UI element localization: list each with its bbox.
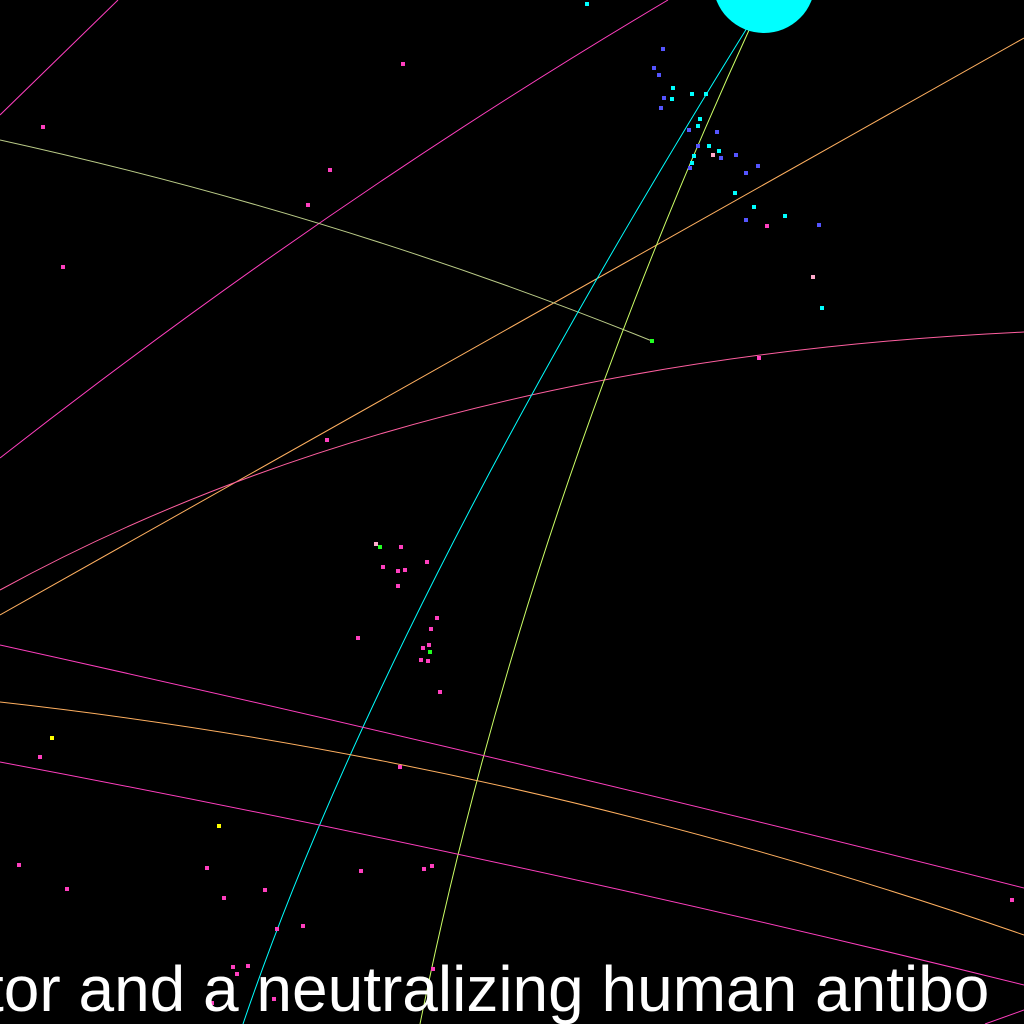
- particle-dot: [661, 47, 665, 51]
- particle-dot: [421, 646, 425, 650]
- curve-magenta-corner: [984, 1009, 1024, 1024]
- particle-dot: [698, 117, 702, 121]
- particle-dot: [217, 824, 221, 828]
- particle-dot: [696, 124, 700, 128]
- particle-dot: [325, 438, 329, 442]
- particle-dot: [744, 218, 748, 222]
- particle-dot: [61, 265, 65, 269]
- particle-dot: [659, 106, 663, 110]
- particle-dot: [817, 223, 821, 227]
- particle-dot: [719, 156, 723, 160]
- particle-dot: [359, 869, 363, 873]
- particle-dot: [231, 965, 235, 969]
- particle-dot: [427, 643, 431, 647]
- particle-dot: [403, 568, 407, 572]
- particle-dot: [690, 161, 694, 165]
- particle-dot: [752, 205, 756, 209]
- particle-dot: [425, 560, 429, 564]
- particle-dot: [765, 224, 769, 228]
- particle-dot: [401, 62, 405, 66]
- particle-dot: [41, 125, 45, 129]
- particle-dot: [650, 339, 654, 343]
- particle-dot: [399, 545, 403, 549]
- particle-dot: [50, 736, 54, 740]
- particle-dot: [734, 153, 738, 157]
- particle-dot: [670, 97, 674, 101]
- particle-dot: [306, 203, 310, 207]
- cyan-sphere: [716, 0, 812, 33]
- particle-dot: [662, 96, 666, 100]
- particle-dot: [222, 896, 226, 900]
- curve-magenta-upper: [0, 0, 119, 116]
- curve-magenta-diagonal: [0, 0, 669, 459]
- particle-dot: [263, 888, 267, 892]
- particle-dot: [419, 658, 423, 662]
- particle-dot: [38, 755, 42, 759]
- particle-dot: [671, 86, 675, 90]
- particle-dot: [715, 130, 719, 134]
- particle-dot: [744, 171, 748, 175]
- particle-dot: [756, 164, 760, 168]
- particle-dot: [378, 545, 382, 549]
- particle-dot: [690, 92, 694, 96]
- curve-magenta-lower-1: [0, 644, 1024, 889]
- particle-dot: [381, 565, 385, 569]
- particle-dot: [431, 967, 435, 971]
- curve-pink-arc: [0, 331, 1024, 591]
- curve-orange-lower: [0, 701, 1024, 936]
- particle-dot: [328, 168, 332, 172]
- curve-cyan-ray: [242, 27, 748, 1024]
- particle-dot: [301, 924, 305, 928]
- particle-dot: [696, 144, 700, 148]
- particle-dot: [820, 306, 824, 310]
- particle-dot: [426, 659, 430, 663]
- particle-dot: [430, 864, 434, 868]
- particle-dot: [422, 867, 426, 871]
- particle-dot: [733, 191, 737, 195]
- particle-dot: [272, 997, 276, 1001]
- particle-dot: [1010, 898, 1014, 902]
- particle-dot: [652, 66, 656, 70]
- particle-dot: [429, 627, 433, 631]
- curve-orange-diagonal: [0, 37, 1024, 616]
- particle-dot: [692, 154, 696, 158]
- particle-dot: [205, 866, 209, 870]
- particle-dot: [711, 153, 715, 157]
- particle-dot: [707, 144, 711, 148]
- particle-dot: [235, 972, 239, 976]
- particle-dot: [246, 964, 250, 968]
- particle-dot: [428, 650, 432, 654]
- particle-dot: [398, 765, 402, 769]
- caption-text: tor and a neutralizing human antibo: [0, 955, 990, 1024]
- curve-magenta-lower-2: [0, 761, 1024, 986]
- particle-dot: [811, 275, 815, 279]
- particle-dot: [210, 1001, 214, 1005]
- particle-dot: [356, 636, 360, 640]
- particle-dot: [757, 356, 761, 360]
- particle-dot: [435, 616, 439, 620]
- particle-dot: [65, 887, 69, 891]
- particle-dot: [687, 128, 691, 132]
- particle-dot: [688, 166, 692, 170]
- curve-pale-green: [0, 139, 653, 342]
- curve-yellow-green-ray: [419, 27, 751, 1024]
- particle-dot: [438, 690, 442, 694]
- particle-dot: [704, 92, 708, 96]
- particle-dot: [396, 569, 400, 573]
- dots-layer: [17, 2, 1014, 1005]
- particle-dot: [17, 863, 21, 867]
- particle-dot: [657, 73, 661, 77]
- particle-dot: [396, 584, 400, 588]
- particle-dot: [717, 149, 721, 153]
- particle-dot: [783, 214, 787, 218]
- particle-dot: [585, 2, 589, 6]
- particle-dot: [275, 927, 279, 931]
- particle-dot: [374, 542, 378, 546]
